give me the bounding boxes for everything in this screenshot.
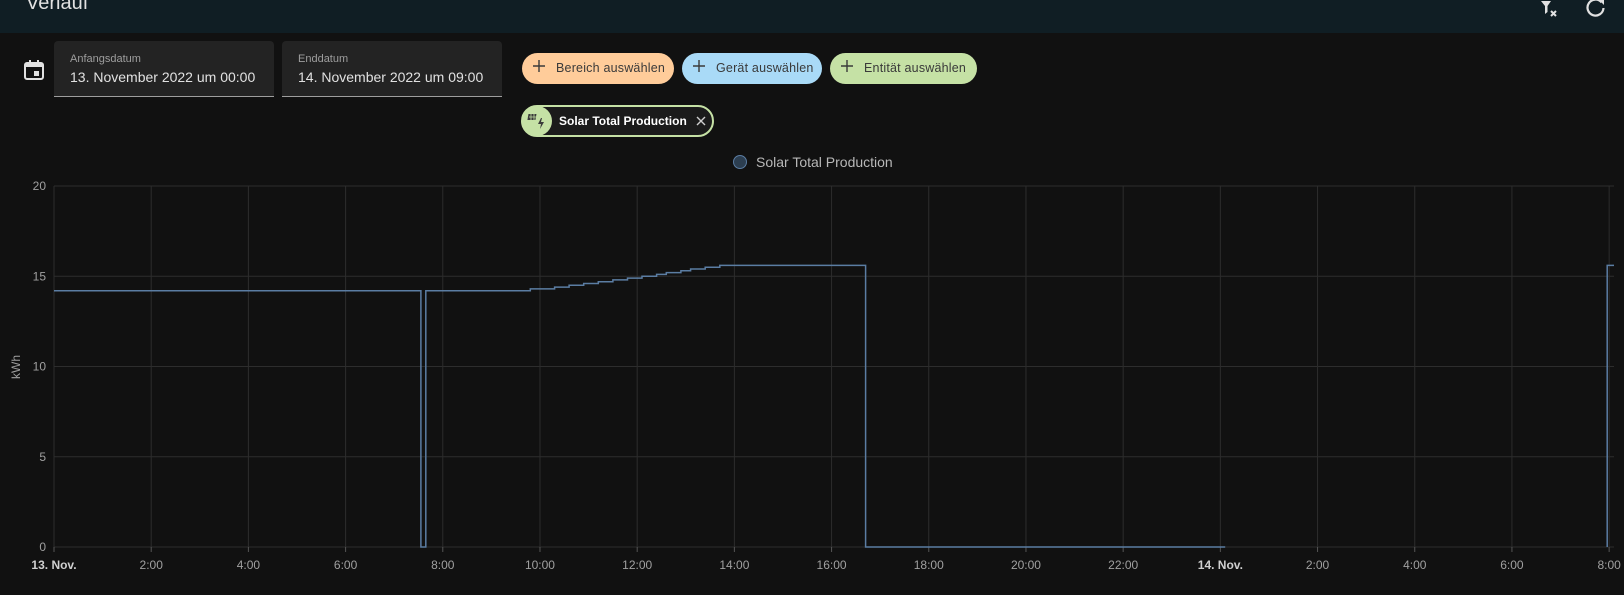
page-title: Verlauf <box>26 0 89 14</box>
start-date-value: 13. November 2022 um 00:00 <box>70 69 256 85</box>
x-tick-label: 12:00 <box>622 558 652 572</box>
legend-swatch <box>733 155 747 169</box>
y-axis-label: kWh <box>9 355 23 379</box>
series-line-0 <box>54 264 1226 548</box>
x-tick-label: 14:00 <box>719 558 749 572</box>
y-tick-label: 0 <box>39 540 46 554</box>
y-tick-label: 15 <box>33 269 47 283</box>
remove-entity-close-icon[interactable] <box>695 115 707 127</box>
x-tick-label: 13. Nov. <box>31 558 76 572</box>
x-tick-label: 8:00 <box>1597 558 1621 572</box>
plus-icon <box>841 60 853 72</box>
select-area-chip[interactable]: Bereich auswählen <box>522 53 674 84</box>
x-tick-label: 18:00 <box>914 558 944 572</box>
x-tick-label: 16:00 <box>817 558 847 572</box>
series-line-1 <box>1606 264 1614 547</box>
x-tick-label: 8:00 <box>431 558 455 572</box>
x-tick-label: 22:00 <box>1108 558 1138 572</box>
y-tick-label: 10 <box>33 360 47 374</box>
x-tick-label: 4:00 <box>1403 558 1427 572</box>
selected-entity-label: Solar Total Production <box>559 114 687 128</box>
x-tick-label: 14. Nov. <box>1198 558 1243 572</box>
x-tick-label: 2:00 <box>140 558 164 572</box>
app-bar: Verlauf <box>0 0 1624 33</box>
solar-power-icon <box>527 114 544 129</box>
refresh-button[interactable] <box>1584 0 1608 20</box>
x-tick-label: 6:00 <box>334 558 358 572</box>
x-tick-label: 20:00 <box>1011 558 1041 572</box>
y-tick-label: 5 <box>39 450 46 464</box>
x-tick-label: 2:00 <box>1306 558 1330 572</box>
end-date-value: 14. November 2022 um 09:00 <box>298 69 484 85</box>
plus-icon <box>533 60 545 72</box>
plus-icon <box>693 60 705 72</box>
y-tick-label: 20 <box>33 179 47 193</box>
select-entity-chip[interactable]: Entität auswählen <box>830 53 977 84</box>
start-date-field[interactable]: Anfangsdatum 13. November 2022 um 00:00 <box>54 41 274 97</box>
x-tick-label: 6:00 <box>1500 558 1524 572</box>
end-date-field[interactable]: Enddatum 14. November 2022 um 09:00 <box>282 41 502 97</box>
x-tick-label: 10:00 <box>525 558 555 572</box>
refresh-icon <box>1586 0 1605 17</box>
clear-filter-button[interactable] <box>1538 0 1562 20</box>
select-entity-label: Entität auswählen <box>864 61 967 75</box>
select-device-label: Gerät auswählen <box>716 61 814 75</box>
start-date-label: Anfangsdatum <box>70 53 141 65</box>
select-device-chip[interactable]: Gerät auswählen <box>682 53 822 84</box>
selected-entity-chip[interactable]: Solar Total Production <box>521 105 714 137</box>
select-area-label: Bereich auswählen <box>556 61 666 75</box>
filter-remove-icon <box>1541 1 1557 17</box>
x-tick-label: 4:00 <box>237 558 261 572</box>
end-date-label: Enddatum <box>298 53 349 65</box>
calendar-icon[interactable] <box>22 58 46 82</box>
legend-label: Solar Total Production <box>756 154 893 170</box>
entity-avatar <box>522 106 552 136</box>
